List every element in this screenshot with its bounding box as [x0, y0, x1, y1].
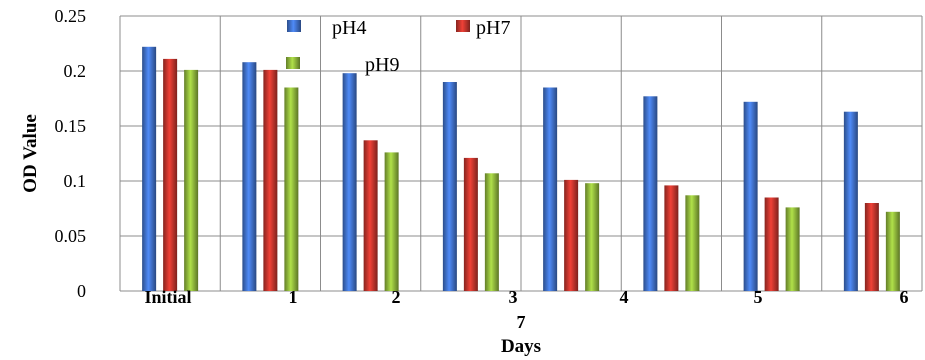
bar-ph4-3 — [442, 82, 457, 291]
y-axis-title: OD Value — [20, 114, 41, 193]
x-tick-label: 3 — [509, 287, 518, 307]
y-tick-label: 0.15 — [55, 116, 87, 136]
x-tick-labels: Initial 1 2 3 4 5 6 7 — [144, 287, 908, 332]
bar-ph4-4 — [543, 87, 558, 291]
bar-ph7-7 — [864, 203, 879, 291]
y-tick-label: 0 — [77, 281, 86, 301]
legend-label-ph9: pH9 — [365, 54, 399, 76]
bars — [142, 46, 900, 292]
legend: pH4 pH7 pH9 — [286, 17, 510, 76]
bar-ph4-5 — [643, 96, 658, 291]
x-tick-label: 6 — [900, 287, 909, 307]
y-tick-label: 0.1 — [64, 171, 87, 191]
bar-ph9-6 — [785, 207, 800, 291]
legend-marker-ph7 — [456, 20, 470, 32]
legend-marker-ph4 — [287, 20, 301, 32]
legend-label-ph4: pH4 — [332, 17, 366, 39]
y-tick-label: 0.25 — [55, 6, 87, 26]
x-axis-title: Days — [501, 336, 541, 357]
bar-ph9-1 — [284, 87, 299, 291]
y-tick-labels: 0 0.05 0.1 0.15 0.2 0.25 — [55, 6, 87, 301]
bar-ph7-initial — [163, 58, 178, 292]
x-tick-label: 2 — [392, 287, 401, 307]
bar-ph4-6 — [743, 101, 758, 291]
bar-ph7-1 — [263, 69, 278, 292]
legend-marker-ph9 — [286, 57, 300, 69]
y-tick-label: 0.05 — [55, 226, 87, 246]
legend-label-ph7: pH7 — [476, 17, 510, 39]
bar-ph9-5 — [685, 195, 700, 291]
y-tick-label: 0.2 — [64, 61, 87, 81]
bar-ph4-1 — [242, 62, 257, 292]
bar-ph7-3 — [463, 157, 478, 291]
bar-ph4-2 — [342, 73, 357, 291]
bar-ph7-5 — [664, 185, 679, 291]
bar-ph7-2 — [363, 140, 378, 291]
x-tick-label: 7 — [517, 312, 526, 332]
x-tick-label: 4 — [620, 287, 629, 307]
x-tick-label: Initial — [144, 287, 191, 307]
bar-ph7-6 — [764, 197, 779, 291]
bar-ph9-4 — [585, 183, 600, 291]
bar-ph4-7 — [843, 111, 858, 291]
bar-ph9-initial — [184, 69, 199, 292]
bar-ph7-4 — [564, 179, 579, 291]
x-tick-label: 5 — [754, 287, 763, 307]
bar-ph9-3 — [484, 173, 499, 291]
bar-ph9-2 — [384, 152, 399, 291]
x-tick-label: 1 — [289, 287, 298, 307]
grid-lines — [119, 15, 923, 292]
bar-ph9-7 — [885, 211, 900, 291]
bar-ph4-initial — [142, 46, 157, 291]
